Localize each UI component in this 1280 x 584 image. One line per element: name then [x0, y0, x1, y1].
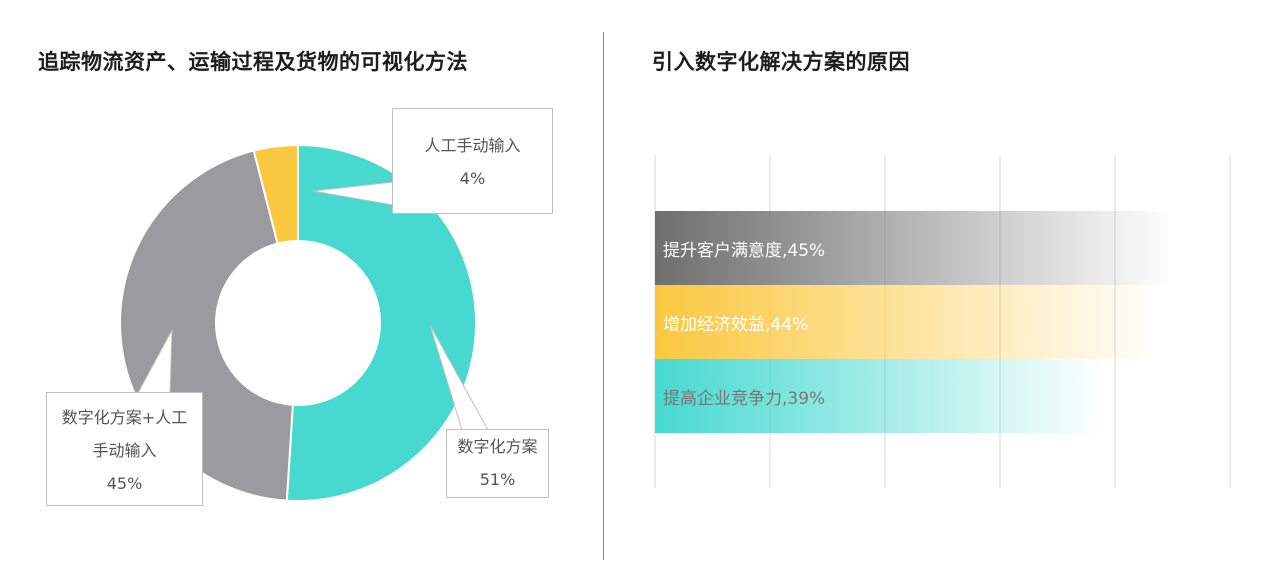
bar-label-0: 提升客户满意度,45%: [663, 240, 826, 261]
callout-combined-value: 45%: [106, 474, 143, 493]
callout-digital: 数字化方案 51%: [446, 429, 549, 498]
donut-chart-title: 追踪物流资产、运输过程及货物的可视化方法: [38, 50, 468, 74]
callout-digital-name: 数字化方案: [457, 437, 538, 456]
bar-1: 增加经济效益,44%: [655, 285, 1161, 359]
callout-digital-value: 51%: [479, 470, 516, 489]
callout-manual-value: 4%: [459, 169, 486, 188]
panel-divider: [603, 32, 604, 560]
callout-combined-line2: 手动输入: [92, 441, 157, 460]
callout-combined: 数字化方案+人工 手动输入 45%: [46, 392, 203, 506]
bar-0: 提升客户满意度,45%: [655, 211, 1173, 285]
callout-combined-line1: 数字化方案+人工: [61, 408, 188, 427]
bar-chart-title: 引入数字化解决方案的原因: [652, 50, 910, 74]
callout-manual-input: 人工手动输入 4%: [392, 108, 553, 214]
callout-manual-name: 人工手动输入: [424, 136, 521, 155]
bar-label-1: 增加经济效益,44%: [663, 314, 809, 335]
bar-label-2: 提高企业竞争力,39%: [663, 388, 826, 409]
bar-2: 提高企业竞争力,39%: [655, 359, 1104, 433]
donut-slice-2: [252, 143, 299, 245]
